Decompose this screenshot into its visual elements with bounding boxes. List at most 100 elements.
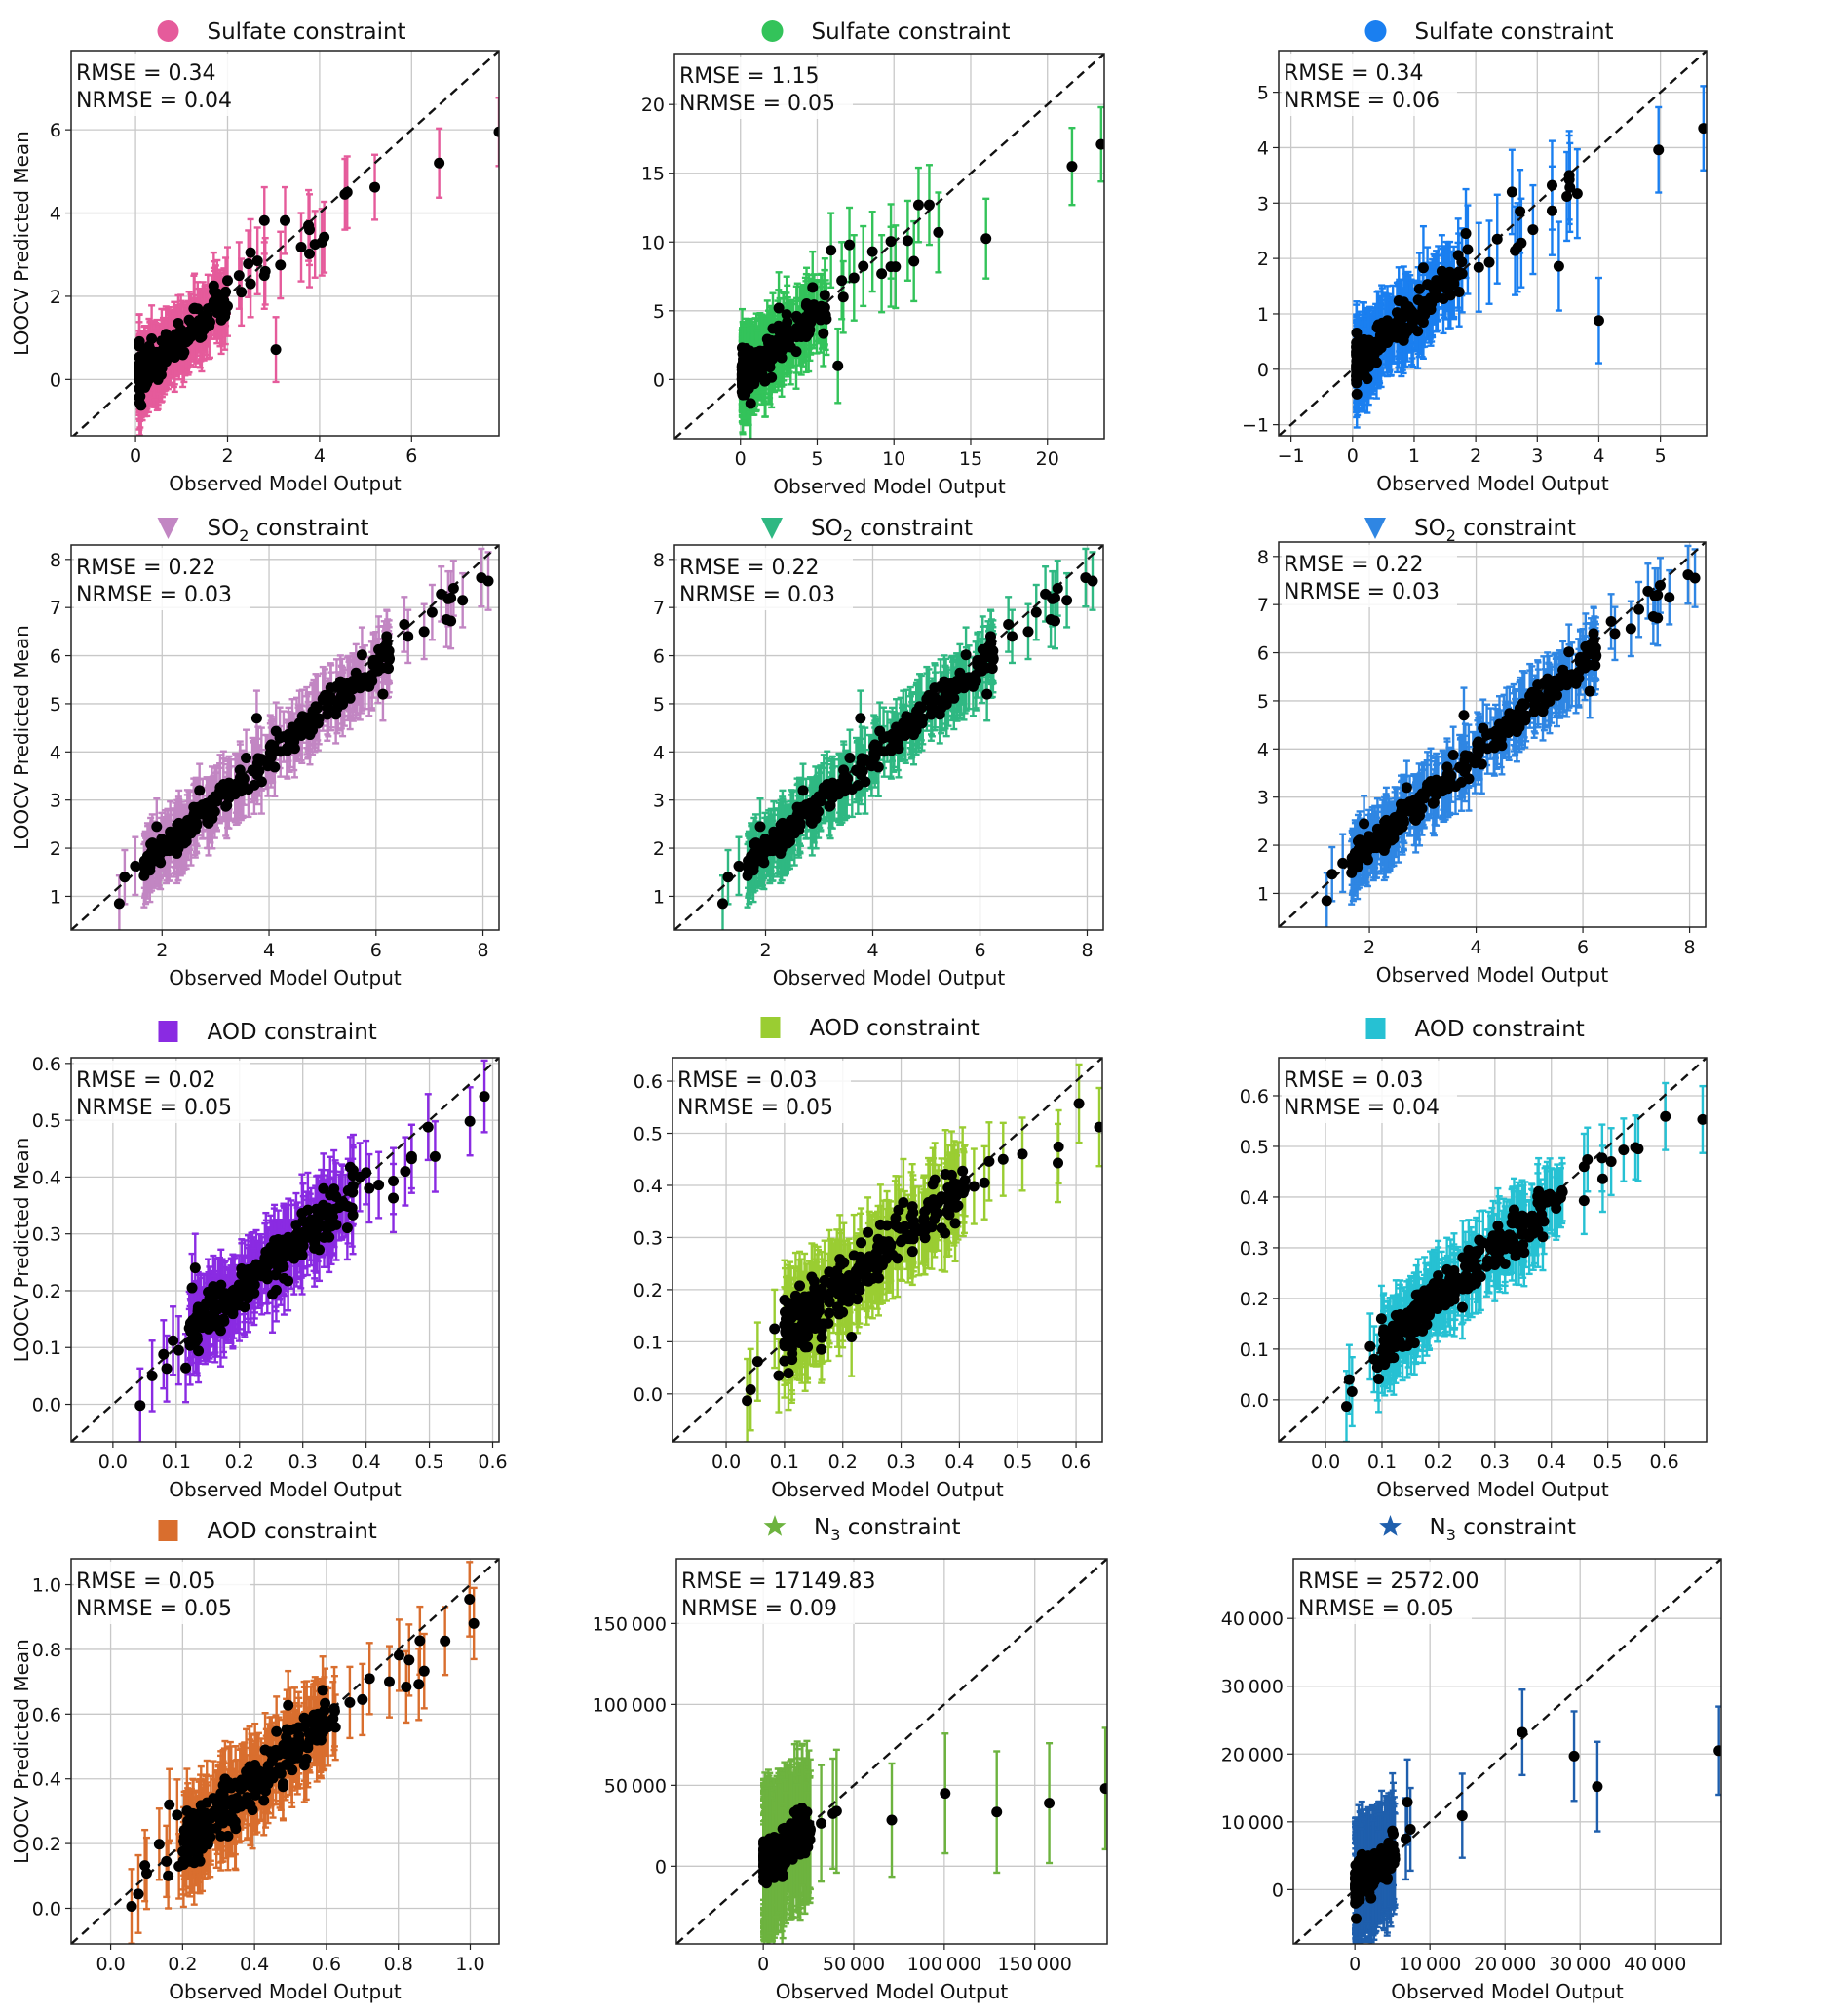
y-axis-label: LOOCV Predicted Mean xyxy=(10,625,33,850)
data-point xyxy=(139,381,151,393)
data-point xyxy=(285,734,296,746)
data-point xyxy=(782,316,793,328)
data-point xyxy=(233,270,245,282)
data-point xyxy=(773,302,785,314)
x-axis-label: Observed Model Output xyxy=(169,966,402,989)
data-point xyxy=(173,842,184,854)
data-point xyxy=(811,311,823,323)
y-tick-label: 5 xyxy=(50,694,61,716)
data-point xyxy=(1413,283,1425,294)
data-point xyxy=(264,747,276,758)
data-point xyxy=(229,789,241,800)
data-point xyxy=(858,260,869,272)
y-tick-label: 0 xyxy=(1257,360,1269,381)
data-point xyxy=(844,239,856,251)
points xyxy=(736,138,1104,409)
data-point xyxy=(381,631,393,642)
data-point xyxy=(740,389,751,401)
data-point xyxy=(1399,330,1410,341)
x-tick-label: 8 xyxy=(477,940,488,961)
data-point xyxy=(113,898,125,910)
data-point xyxy=(308,706,320,717)
data-point xyxy=(317,693,328,705)
data-point xyxy=(739,357,750,368)
data-point xyxy=(369,181,381,193)
data-point xyxy=(426,606,438,618)
data-point xyxy=(341,186,353,198)
data-point xyxy=(208,280,219,291)
data-point xyxy=(322,702,333,714)
data-point xyxy=(149,366,161,377)
data-point xyxy=(1407,322,1419,333)
legend: Sulfate constraint xyxy=(157,19,406,45)
data-point xyxy=(1456,268,1468,280)
x-tick-label: 4 xyxy=(866,940,878,961)
data-point xyxy=(403,631,414,642)
data-point xyxy=(1460,228,1472,240)
data-point xyxy=(1385,330,1397,342)
x-tick-label: 5 xyxy=(811,448,823,470)
data-point xyxy=(885,236,897,248)
data-point xyxy=(1462,244,1474,255)
x-tick-label: 0 xyxy=(130,446,141,467)
x-tick-label: 2 xyxy=(156,940,168,961)
stats-box: RMSE = 0.34 NRMSE = 0.04 xyxy=(74,54,250,116)
data-point xyxy=(803,328,815,339)
data-point xyxy=(738,378,749,390)
legend-marker-circle-icon xyxy=(1364,20,1387,42)
y-tick-label: 4 xyxy=(50,204,61,225)
x-tick-label: 10 xyxy=(882,448,905,470)
data-point xyxy=(265,739,277,751)
data-point xyxy=(1491,233,1503,245)
x-tick-label: 2 xyxy=(221,446,233,467)
data-point xyxy=(1351,327,1363,338)
x-axis-label: Observed Model Output xyxy=(1376,472,1609,495)
data-point xyxy=(1394,312,1405,324)
y-tick-label: 5 xyxy=(653,301,665,323)
data-point xyxy=(275,259,287,271)
data-point xyxy=(1351,362,1363,373)
data-point xyxy=(848,272,860,284)
data-point xyxy=(236,287,248,298)
legend-label: Sulfate constraint xyxy=(1415,19,1614,45)
x-tick-label: 0 xyxy=(1347,446,1359,467)
data-point xyxy=(763,341,775,353)
error-bars xyxy=(738,105,1104,439)
data-point xyxy=(144,853,156,865)
data-point xyxy=(1417,296,1429,308)
data-point xyxy=(1456,256,1468,268)
data-point xyxy=(367,654,379,666)
data-point xyxy=(1506,186,1517,198)
data-point xyxy=(190,805,202,817)
data-point xyxy=(493,126,499,137)
y-tick-label: 6 xyxy=(50,120,61,141)
panel-so2-lilac: SO2 constraint 2 4 6 8 1 2 3 4 5 6 7 8 RMSE = 0.22 NRM… xyxy=(10,516,500,989)
data-point xyxy=(933,226,944,238)
data-point xyxy=(769,350,781,362)
x-tick-label: 0 xyxy=(735,448,747,470)
data-point xyxy=(259,265,271,277)
data-point xyxy=(1066,161,1078,173)
data-point xyxy=(1453,286,1465,297)
data-point xyxy=(156,838,168,850)
data-point xyxy=(243,258,254,270)
data-point xyxy=(258,214,270,226)
data-layer xyxy=(674,545,1103,930)
data-point xyxy=(1432,291,1443,302)
data-point xyxy=(836,275,848,287)
data-point xyxy=(119,872,131,883)
panel-sulfate-pink: Sulfate constraint 0 2 4 6 0 2 4 6 RMSE = 0.34 NRM… xyxy=(10,19,500,495)
data-point xyxy=(146,333,158,345)
data-point xyxy=(1553,260,1564,272)
y-tick-label: 20 xyxy=(641,95,665,116)
data-layer xyxy=(71,545,499,930)
data-point xyxy=(736,342,748,354)
axes-frame xyxy=(673,53,1105,440)
stats-background xyxy=(677,57,853,119)
y-tick-label: 6 xyxy=(653,646,665,668)
data-point xyxy=(330,680,342,692)
legend: SO2 constraint xyxy=(157,516,369,545)
y-tick-label: 8 xyxy=(653,550,665,571)
data-point xyxy=(134,351,145,363)
data-point xyxy=(144,861,156,872)
